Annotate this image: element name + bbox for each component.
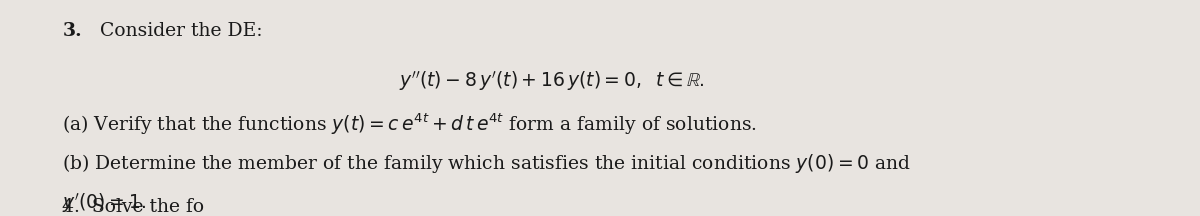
Text: (b) Determine the member of the family which satisfies the initial conditions $y: (b) Determine the member of the family w… bbox=[62, 152, 912, 175]
Text: (a) Verify that the functions $y(t) = c\,e^{4t} + d\,t\,e^{4t}$ form a family of: (a) Verify that the functions $y(t) = c\… bbox=[62, 111, 757, 137]
Text: $y'(0) = 1.$: $y'(0) = 1.$ bbox=[62, 191, 146, 215]
Text: $y''(t) - 8\,y'(t) + 16\,y(t) = 0,\;\; t\in\mathbb{R}.$: $y''(t) - 8\,y'(t) + 16\,y(t) = 0,\;\; t… bbox=[400, 69, 704, 93]
Text: 3.: 3. bbox=[62, 22, 82, 40]
Text: Consider the DE:: Consider the DE: bbox=[100, 22, 262, 40]
Text: 4.  Solve the fo: 4. Solve the fo bbox=[62, 198, 204, 216]
